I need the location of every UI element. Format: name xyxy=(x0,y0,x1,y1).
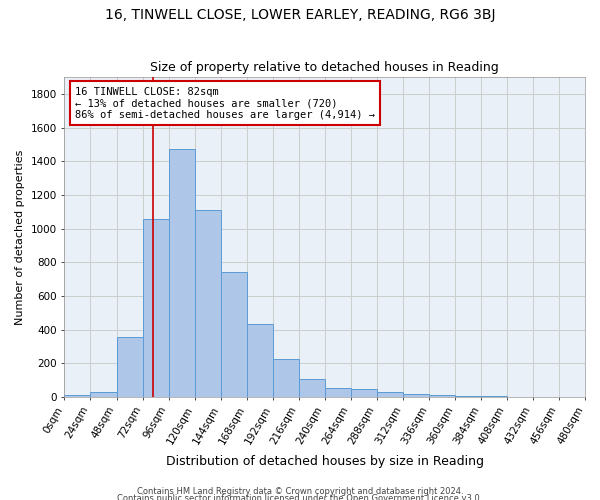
Title: Size of property relative to detached houses in Reading: Size of property relative to detached ho… xyxy=(151,62,499,74)
Bar xyxy=(194,210,221,397)
X-axis label: Distribution of detached houses by size in Reading: Distribution of detached houses by size … xyxy=(166,454,484,468)
Bar xyxy=(299,378,325,397)
Bar xyxy=(403,394,429,397)
Bar xyxy=(247,324,272,397)
Bar xyxy=(325,388,351,397)
Bar xyxy=(455,396,481,397)
Bar xyxy=(272,359,299,397)
Bar xyxy=(64,396,91,397)
Bar xyxy=(429,396,455,397)
Bar xyxy=(91,392,116,397)
Text: Contains public sector information licensed under the Open Government Licence v3: Contains public sector information licen… xyxy=(118,494,482,500)
Text: Contains HM Land Registry data © Crown copyright and database right 2024.: Contains HM Land Registry data © Crown c… xyxy=(137,487,463,496)
Bar xyxy=(116,338,143,397)
Bar xyxy=(351,390,377,397)
Y-axis label: Number of detached properties: Number of detached properties xyxy=(15,150,25,324)
Text: 16, TINWELL CLOSE, LOWER EARLEY, READING, RG6 3BJ: 16, TINWELL CLOSE, LOWER EARLEY, READING… xyxy=(105,8,495,22)
Text: 16 TINWELL CLOSE: 82sqm
← 13% of detached houses are smaller (720)
86% of semi-d: 16 TINWELL CLOSE: 82sqm ← 13% of detache… xyxy=(75,86,375,120)
Bar xyxy=(377,392,403,397)
Bar xyxy=(143,218,169,397)
Bar xyxy=(221,272,247,397)
Bar xyxy=(169,150,194,397)
Bar xyxy=(481,396,507,397)
